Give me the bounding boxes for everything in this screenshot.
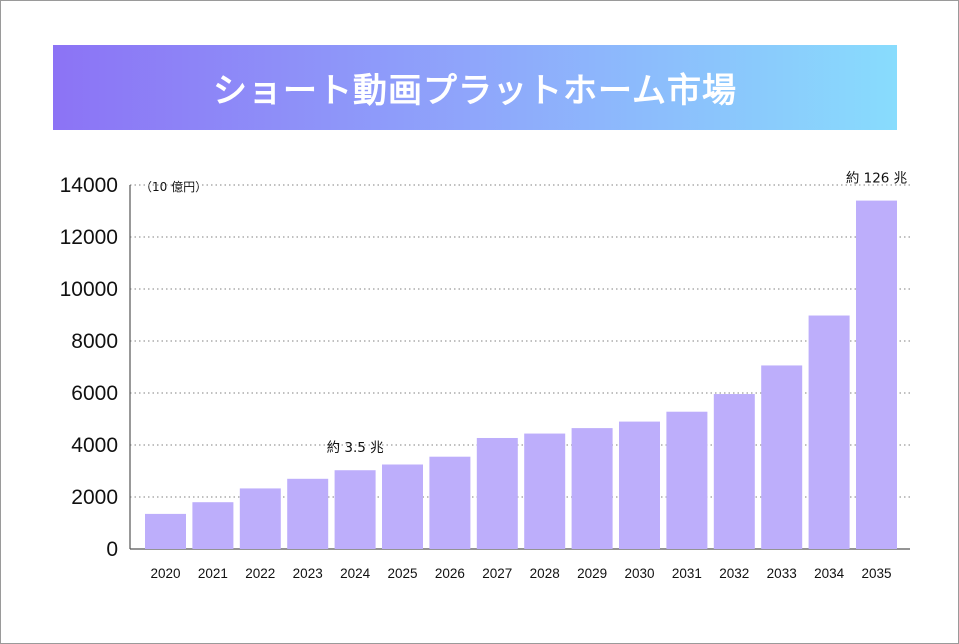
x-tick-label: 2024 (340, 566, 371, 581)
bar (666, 411, 708, 549)
x-tick-label: 2035 (861, 566, 891, 581)
bar (808, 315, 850, 549)
x-tick-label: 2027 (482, 566, 512, 581)
bar (524, 433, 566, 549)
y-tick-label: 8000 (71, 330, 118, 353)
data-annotation: 約 126 兆 (846, 171, 907, 187)
x-tick-label: 2029 (577, 566, 607, 581)
x-tick-label: 2020 (150, 566, 180, 581)
x-tick-label: 2032 (719, 566, 749, 581)
bar (239, 488, 281, 549)
bar (145, 513, 186, 549)
chart-title: ショート動画プラットホーム市場 (213, 71, 737, 111)
y-tick-label: 2000 (71, 486, 118, 509)
bar (476, 437, 518, 549)
x-tick-label: 2030 (624, 566, 654, 581)
y-tick-label: 0 (106, 538, 118, 561)
x-tick-label: 2028 (530, 566, 560, 581)
y-tick-label: 4000 (71, 434, 118, 457)
y-tick-label: 14000 (60, 174, 118, 197)
unit-label: （10 億円） (140, 180, 207, 194)
x-tick-label: 2034 (814, 566, 845, 581)
y-tick-label: 6000 (71, 382, 118, 405)
x-tick-label: 2026 (435, 566, 465, 581)
y-tick-label: 10000 (60, 278, 118, 301)
data-annotation: 約 3.5 兆 (327, 440, 384, 456)
bar (382, 464, 423, 549)
x-tick-label: 2031 (672, 566, 702, 581)
bar (334, 470, 376, 549)
bar (287, 478, 329, 549)
title-banner: ショート動画プラットホーム市場 (53, 45, 897, 130)
y-tick-label: 12000 (60, 226, 118, 249)
bar (856, 200, 897, 549)
bar (713, 394, 755, 549)
x-tick-label: 2021 (198, 566, 228, 581)
bar (192, 502, 234, 549)
x-tick-label: 2022 (245, 566, 275, 581)
bar (571, 428, 613, 549)
x-tick-label: 2023 (293, 566, 323, 581)
x-tick-label: 2025 (387, 566, 417, 581)
bar (429, 456, 471, 549)
bar (619, 421, 660, 549)
x-tick-label: 2033 (767, 566, 797, 581)
bar (761, 365, 803, 549)
